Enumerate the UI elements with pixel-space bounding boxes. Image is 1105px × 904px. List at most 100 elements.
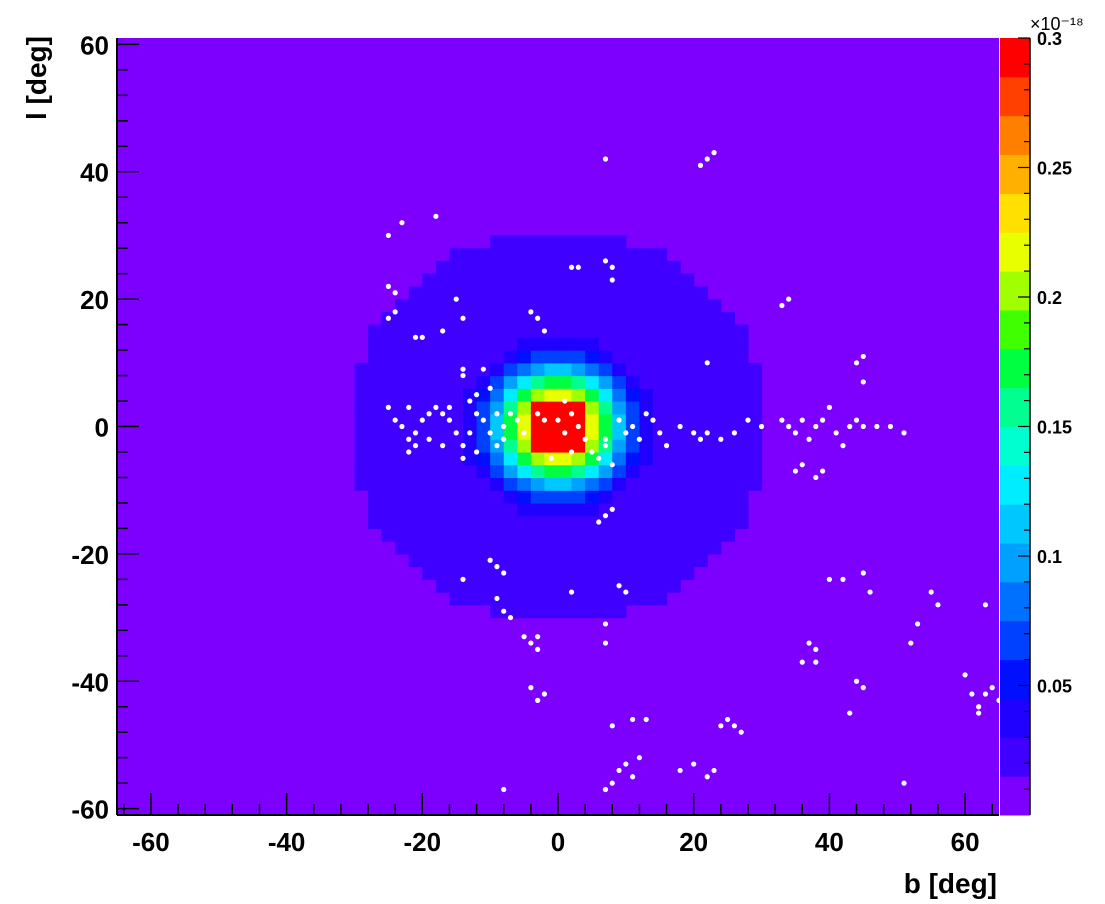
heatmap-cell [707, 362, 722, 377]
data-point [989, 685, 995, 691]
colorbar-segment [1000, 348, 1030, 389]
heatmap-cell [707, 311, 722, 326]
heatmap-cell [544, 299, 559, 313]
data-point [487, 385, 493, 391]
heatmap-cell [422, 388, 437, 402]
heatmap-cell [747, 439, 763, 453]
heatmap-cell [571, 388, 586, 402]
heatmap-cell [530, 464, 546, 479]
heatmap-cell [666, 413, 681, 428]
heatmap-cell [598, 451, 613, 466]
colorbar-segment [1000, 38, 1030, 78]
heatmap-cell [490, 477, 505, 491]
heatmap-cell [395, 401, 410, 415]
heatmap-cell [625, 350, 641, 364]
data-point [718, 436, 724, 442]
heatmap-cell [625, 541, 641, 555]
x-tick-label: 40 [815, 827, 844, 857]
heatmap-cell [544, 579, 559, 593]
data-point [494, 411, 500, 417]
heatmap-cell [598, 375, 613, 389]
heatmap-cell [422, 528, 437, 542]
heatmap-cell [612, 388, 627, 402]
data-point [602, 621, 609, 627]
heatmap-cell [490, 299, 505, 313]
heatmap-cell [720, 375, 735, 389]
heatmap-cell [408, 337, 423, 351]
heatmap-cell [707, 451, 722, 466]
heatmap-cell [734, 324, 749, 338]
heatmap-cell [408, 286, 423, 300]
heatmap-cell [544, 515, 559, 530]
heatmap-cell [368, 375, 383, 389]
heatmap-cell [449, 311, 464, 326]
data-point [779, 417, 785, 423]
heatmap-cell [463, 528, 478, 542]
data-point [847, 423, 853, 430]
colorbar-segment [1000, 232, 1030, 272]
data-point [813, 474, 819, 481]
data-point [535, 697, 541, 703]
heatmap-cell [395, 515, 410, 530]
heatmap-cell [544, 286, 559, 300]
data-point [501, 608, 507, 614]
heatmap-cell [395, 541, 410, 555]
colorbar-segment [1000, 387, 1030, 427]
heatmap-cell [368, 439, 383, 453]
data-point [548, 455, 554, 461]
heatmap-cell [449, 502, 464, 517]
data-point [636, 436, 643, 442]
heatmap-cell [707, 439, 722, 453]
heatmap-cell [652, 477, 668, 491]
heatmap-cell [381, 451, 396, 466]
heatmap-cell [585, 273, 600, 287]
data-point [609, 264, 615, 270]
heatmap-cell [476, 579, 491, 593]
x-axis-title: b [deg] [904, 868, 997, 899]
heatmap-cell [558, 477, 573, 491]
data-point [568, 449, 575, 455]
data-point [460, 443, 466, 449]
data-point [541, 691, 548, 697]
data-point [636, 755, 643, 761]
heatmap-cell [503, 311, 518, 326]
data-point [853, 678, 860, 684]
heatmap-cell [558, 566, 573, 580]
heatmap-cell [720, 451, 735, 466]
heatmap-cell [625, 324, 641, 338]
y-tick-label: -20 [71, 540, 109, 570]
heatmap-cell [490, 426, 505, 440]
heatmap-cell [503, 401, 518, 415]
data-point [602, 513, 609, 519]
data-point [494, 595, 500, 602]
heatmap-cell [571, 401, 586, 415]
data-point [616, 417, 622, 423]
heatmap-cell [693, 515, 708, 530]
heatmap-cell [720, 426, 735, 440]
x-tick-label: -60 [132, 827, 170, 857]
heatmap-cell [408, 490, 423, 504]
heatmap-cell [449, 413, 464, 428]
heatmap-cell [652, 490, 668, 504]
heatmap-cell [612, 401, 627, 415]
data-point [697, 436, 704, 442]
heatmap-cell [530, 235, 546, 249]
data-point [657, 430, 663, 436]
heatmap-cell [422, 324, 437, 338]
data-point [901, 780, 907, 786]
heatmap-cell [517, 375, 532, 389]
heatmap-cell [720, 490, 735, 504]
heatmap-cell [544, 502, 559, 517]
heatmap-cell [517, 324, 532, 338]
data-point [704, 430, 710, 436]
heatmap-cell [435, 451, 451, 466]
heatmap-cell [625, 311, 641, 326]
heatmap-cell [517, 451, 532, 466]
heatmap-cell [639, 426, 654, 440]
heatmap-cell [734, 413, 749, 428]
heatmap-cell [435, 413, 451, 428]
heatmap-cell [639, 350, 654, 364]
heatmap-cell [558, 260, 573, 275]
data-point [602, 436, 609, 442]
